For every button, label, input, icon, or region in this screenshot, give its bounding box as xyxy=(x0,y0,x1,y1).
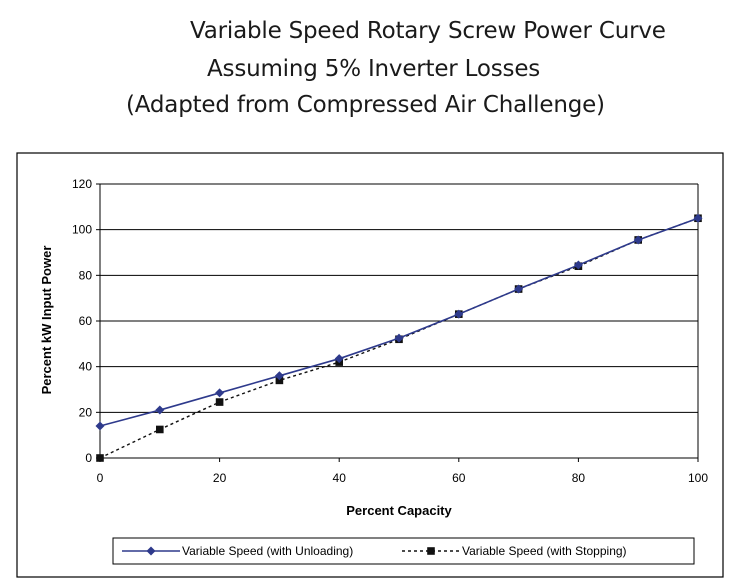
x-tick-label-100: 100 xyxy=(688,471,708,485)
chart-frame xyxy=(16,152,724,578)
legend-label-1: Variable Speed (with Stopping) xyxy=(462,544,627,558)
legend-item-0: Variable Speed (with Unloading) xyxy=(122,544,353,558)
data-point-1-0 xyxy=(96,454,104,462)
legend: Variable Speed (with Unloading) Variable … xyxy=(122,544,627,558)
data-point-0-8 xyxy=(573,260,583,270)
data-point-0-6 xyxy=(454,309,464,319)
y-axis-title: Percent kW Input Power xyxy=(39,246,54,395)
series-line-1 xyxy=(99,217,699,459)
data-point-1-2 xyxy=(215,398,224,406)
y-tick-label-100: 100 xyxy=(72,223,92,237)
chart-title-line-1: Variable Speed Rotary Screw Power Curve xyxy=(190,18,666,44)
x-axis-title: Percent Capacity xyxy=(346,503,452,518)
data-point-0-5 xyxy=(394,333,404,343)
legend-swatch-marker-0 xyxy=(146,546,156,556)
x-tick-label-40: 40 xyxy=(333,471,347,485)
chart-title-line-2: Assuming 5% Inverter Losses xyxy=(207,56,541,82)
y-tick-label-40: 40 xyxy=(79,360,93,374)
data-point-0-2 xyxy=(215,388,225,398)
x-tick-label-60: 60 xyxy=(452,471,466,485)
y-tick-label-120: 120 xyxy=(72,177,92,191)
chart-title-line-3: (Adapted from Compressed Air Challenge) xyxy=(126,92,605,118)
data-point-0-3 xyxy=(274,371,284,381)
data-point-0-9 xyxy=(633,235,643,245)
y-tick-label-60: 60 xyxy=(79,314,93,328)
data-point-0-1 xyxy=(155,405,165,415)
data-point-0-0 xyxy=(95,421,105,431)
series-0 xyxy=(95,213,703,431)
series-group xyxy=(95,213,703,462)
data-point-1-3 xyxy=(275,376,284,385)
x-tick-label-80: 80 xyxy=(572,471,586,485)
gridlines xyxy=(100,183,698,413)
legend-item-1: Variable Speed (with Stopping) xyxy=(402,544,627,558)
data-point-0-10 xyxy=(693,213,703,223)
y-tick-label-20: 20 xyxy=(79,405,93,419)
data-point-1-1 xyxy=(156,425,164,434)
data-point-0-7 xyxy=(514,284,524,294)
x-tick-label-0: 0 xyxy=(97,471,104,485)
x-tick-label-20: 20 xyxy=(213,471,227,485)
legend-label-0: Variable Speed (with Unloading) xyxy=(182,544,353,558)
legend-swatch-marker-1 xyxy=(427,547,435,555)
y-tick-label-0: 0 xyxy=(85,451,92,465)
y-tick-label-80: 80 xyxy=(79,268,93,282)
data-point-0-4 xyxy=(334,354,344,364)
